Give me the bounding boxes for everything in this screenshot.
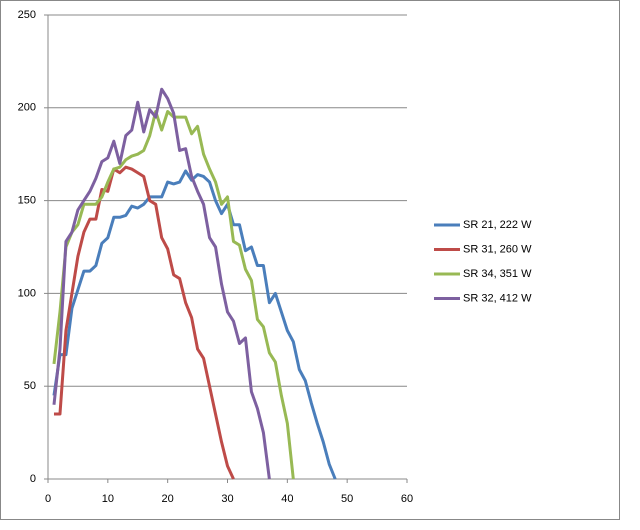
y-tick-label: 0 — [30, 473, 36, 485]
series-line — [52, 169, 337, 480]
series-line — [52, 87, 271, 480]
x-tick-label: 50 — [341, 493, 353, 505]
legend-label: SR 21, 222 W — [463, 219, 532, 231]
y-tick-label: 50 — [24, 380, 36, 392]
series-line — [53, 165, 235, 480]
y-tick-label: 200 — [18, 102, 36, 114]
legend-label: SR 32, 412 W — [463, 292, 532, 304]
legend-label: SR 31, 260 W — [463, 243, 532, 255]
x-tick-label: 20 — [162, 493, 174, 505]
y-tick-label: 250 — [18, 9, 36, 21]
y-tick-label: 150 — [18, 195, 36, 207]
x-tick-label: 60 — [401, 493, 413, 505]
x-tick-label: 10 — [102, 493, 114, 505]
chart-border — [0, 0, 620, 520]
legend-label: SR 34, 351 W — [463, 268, 532, 280]
x-tick-label: 40 — [281, 493, 293, 505]
y-tick-label: 100 — [18, 287, 36, 299]
x-tick-label: 30 — [221, 493, 233, 505]
x-tick-label: 0 — [45, 493, 51, 505]
